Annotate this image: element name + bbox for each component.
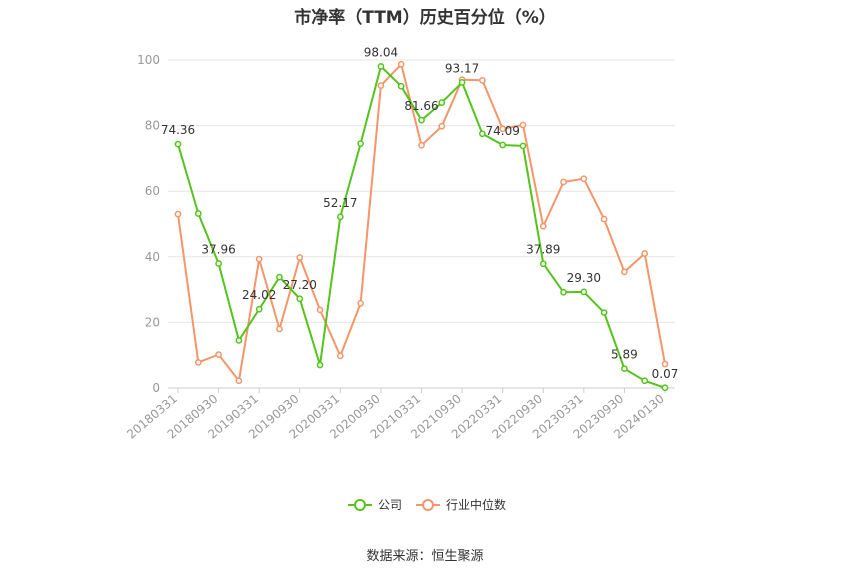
data-point	[560, 178, 567, 186]
legend-label: 公司	[378, 498, 402, 512]
legend-marker	[422, 499, 434, 511]
legend-marker	[354, 499, 366, 511]
y-tick-label: 60	[145, 184, 160, 198]
data-point	[661, 384, 669, 392]
data-point	[438, 99, 446, 106]
data-point	[621, 365, 628, 373]
data-point	[539, 260, 547, 268]
data-point	[661, 360, 669, 368]
data-point	[580, 288, 588, 296]
data-point	[215, 260, 222, 267]
data-point	[519, 121, 527, 129]
data-point	[255, 255, 263, 263]
data-point	[580, 175, 588, 183]
data-point	[418, 141, 425, 149]
data-point	[600, 309, 608, 316]
data-point	[641, 250, 649, 257]
data-point	[276, 273, 283, 281]
data-point	[255, 305, 263, 313]
data-point	[194, 359, 202, 366]
data-point	[479, 76, 486, 84]
data-label: 24.02	[242, 288, 276, 302]
data-point	[418, 116, 425, 124]
data-point	[438, 122, 446, 130]
data-point	[499, 141, 507, 149]
data-point	[539, 222, 547, 230]
data-label: 74.36	[161, 123, 195, 137]
data-point	[499, 125, 507, 133]
data-label: 98.04	[364, 45, 398, 59]
data-point	[600, 215, 608, 223]
data-label: 27.20	[283, 278, 317, 292]
data-point	[215, 351, 222, 358]
data-point	[316, 306, 324, 314]
data-point	[377, 63, 385, 70]
data-point	[235, 377, 243, 385]
data-point	[316, 361, 324, 369]
y-tick-label: 100	[137, 53, 160, 67]
data-label: 93.17	[445, 61, 479, 75]
data-source-note: 数据来源：恒生聚源	[366, 549, 484, 564]
data-point	[336, 352, 344, 360]
y-tick-label: 80	[145, 119, 160, 133]
data-label: 37.89	[526, 243, 560, 257]
data-point	[357, 140, 364, 147]
data-label: 52.17	[323, 196, 357, 210]
data-point	[519, 142, 527, 150]
y-tick-label: 20	[145, 315, 160, 329]
series-line-0	[177, 65, 666, 389]
data-point	[641, 377, 649, 385]
data-label: 0.07	[652, 367, 679, 381]
data-point	[479, 130, 486, 138]
data-point	[336, 213, 344, 221]
y-tick-label: 0	[152, 381, 160, 395]
data-label: 29.30	[567, 271, 601, 285]
data-point	[357, 300, 364, 307]
data-point	[296, 254, 304, 261]
data-point	[397, 82, 405, 90]
data-label: 74.09	[485, 124, 519, 138]
data-point	[235, 337, 243, 344]
data-point	[174, 140, 182, 148]
data-label: 5.89	[611, 348, 638, 362]
chart-title: 市净率（TTM）历史百分位（%）	[294, 8, 556, 28]
line-chart: 0204060801002018033120180930201903312019…	[124, 45, 679, 512]
data-point	[174, 210, 182, 218]
data-point	[296, 295, 304, 303]
data-label: 81.66	[404, 99, 438, 113]
data-point	[621, 268, 628, 276]
data-point	[560, 288, 567, 296]
data-point	[397, 60, 405, 68]
data-point	[194, 210, 202, 217]
data-label: 37.96	[201, 242, 235, 256]
data-point	[458, 79, 466, 86]
y-tick-label: 40	[145, 250, 160, 264]
legend-label: 行业中位数	[446, 497, 506, 512]
data-point	[377, 82, 385, 89]
data-point	[276, 325, 283, 333]
